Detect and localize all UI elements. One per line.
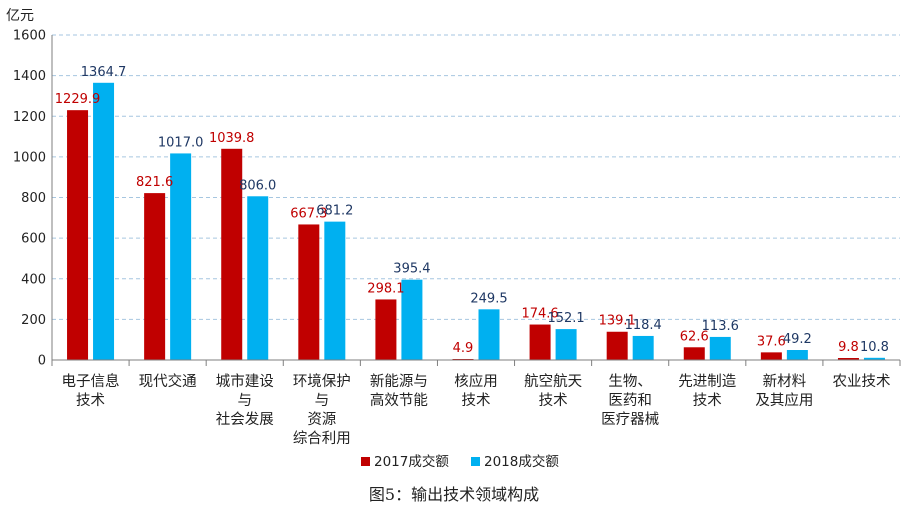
data-label-2017: 174.6 xyxy=(521,307,558,322)
bar-2018 xyxy=(324,221,346,360)
bar-2018 xyxy=(555,329,577,360)
bar-2018 xyxy=(93,82,115,360)
data-label-2017: 821.6 xyxy=(136,175,173,190)
y-axis: 亿元 0 200 400 600 800 1000 1200 1400 1600 xyxy=(6,8,53,369)
y-tick-label: 400 xyxy=(21,272,46,287)
data-label-2018: 681.2 xyxy=(316,204,353,219)
data-label-2018: 395.4 xyxy=(393,262,430,277)
x-tick-label: 电子信息技术 xyxy=(62,373,120,409)
data-label-2017: 4.9 xyxy=(453,341,474,356)
x-tick-label: 城市建设与社会发展 xyxy=(216,373,274,428)
bar-2018 xyxy=(247,196,269,360)
x-tick-label: 现代交通 xyxy=(139,372,197,390)
bar-2017 xyxy=(375,299,397,360)
y-tick-label: 1400 xyxy=(13,69,46,84)
data-label-2018: 806.0 xyxy=(239,178,276,193)
y-tick-label: 800 xyxy=(21,191,46,206)
x-tick-label: 农业技术 xyxy=(832,373,890,390)
figure-caption: 图5：输出技术领域构成 xyxy=(369,485,539,504)
y-axis-unit-label: 亿元 xyxy=(6,8,34,24)
bar-2018 xyxy=(786,350,808,360)
legend-label-2017: 2017成交额 xyxy=(374,453,449,470)
x-tick-label: 环境保护与资源综合利用 xyxy=(293,372,351,447)
bar-2018 xyxy=(632,335,654,360)
bar-2018 xyxy=(709,336,731,360)
data-label-2018: 1017.0 xyxy=(158,135,204,150)
data-label-2017: 9.8 xyxy=(838,340,859,355)
y-tick-label: 1600 xyxy=(13,29,46,44)
data-label-2018: 249.5 xyxy=(470,291,507,306)
data-label-2018: 152.1 xyxy=(547,311,584,326)
x-tick-label: 新能源与高效节能 xyxy=(370,373,428,409)
bar-2017 xyxy=(760,352,782,360)
data-label-2017: 139.1 xyxy=(599,314,636,329)
x-tick-label: 航空航天技术 xyxy=(524,373,582,409)
data-label-2018: 1364.7 xyxy=(81,65,127,80)
legend-swatch-2018 xyxy=(471,457,480,466)
bar-2017 xyxy=(606,331,628,360)
x-tick-label: 新材料及其应用 xyxy=(755,373,813,409)
data-label-2017: 37.6 xyxy=(757,334,786,349)
bar-2017 xyxy=(221,148,243,360)
y-tick-label: 1200 xyxy=(13,110,46,125)
data-label-2018: 10.8 xyxy=(860,340,889,355)
bar-2017 xyxy=(683,347,705,360)
x-tick-label: 核应用技术 xyxy=(454,372,498,409)
legend-swatch-2017 xyxy=(361,457,370,466)
legend: 2017成交额 2018成交额 xyxy=(361,453,559,470)
y-tick-label: 600 xyxy=(21,232,46,247)
bar-2018 xyxy=(863,357,885,360)
data-label-2017: 1229.9 xyxy=(55,92,101,107)
bar-2018 xyxy=(170,153,192,360)
x-tick-label: 生物、医药和医疗器械 xyxy=(601,373,659,428)
bar-2017 xyxy=(144,193,166,360)
data-label-2017: 1039.8 xyxy=(209,131,255,146)
y-tick-label: 200 xyxy=(21,313,46,328)
x-tick-label: 先进制造技术 xyxy=(678,373,736,409)
bar-2017 xyxy=(298,224,320,360)
data-label-2018: 118.4 xyxy=(625,318,662,333)
data-label-2017: 62.6 xyxy=(680,329,709,344)
data-label-2017: 298.1 xyxy=(367,281,404,296)
bar-2017 xyxy=(529,324,551,360)
gridlines xyxy=(52,34,900,320)
y-tick-label: 0 xyxy=(38,354,46,369)
bar-2017 xyxy=(837,358,859,360)
bars xyxy=(67,82,885,360)
x-axis: 电子信息技术 现代交通 城市建设与社会发展环境保护与资源综合利用新能源与高效节能核应… xyxy=(51,359,901,447)
y-tick-label: 1000 xyxy=(13,150,46,165)
data-label-2017: 667.3 xyxy=(290,206,327,221)
bar-2017 xyxy=(67,110,89,360)
bar-2018 xyxy=(478,309,500,360)
bar-2018 xyxy=(401,279,423,360)
legend-label-2018: 2018成交额 xyxy=(484,453,559,470)
data-label-2018: 49.2 xyxy=(783,332,812,347)
data-label-2018: 113.6 xyxy=(702,319,739,334)
